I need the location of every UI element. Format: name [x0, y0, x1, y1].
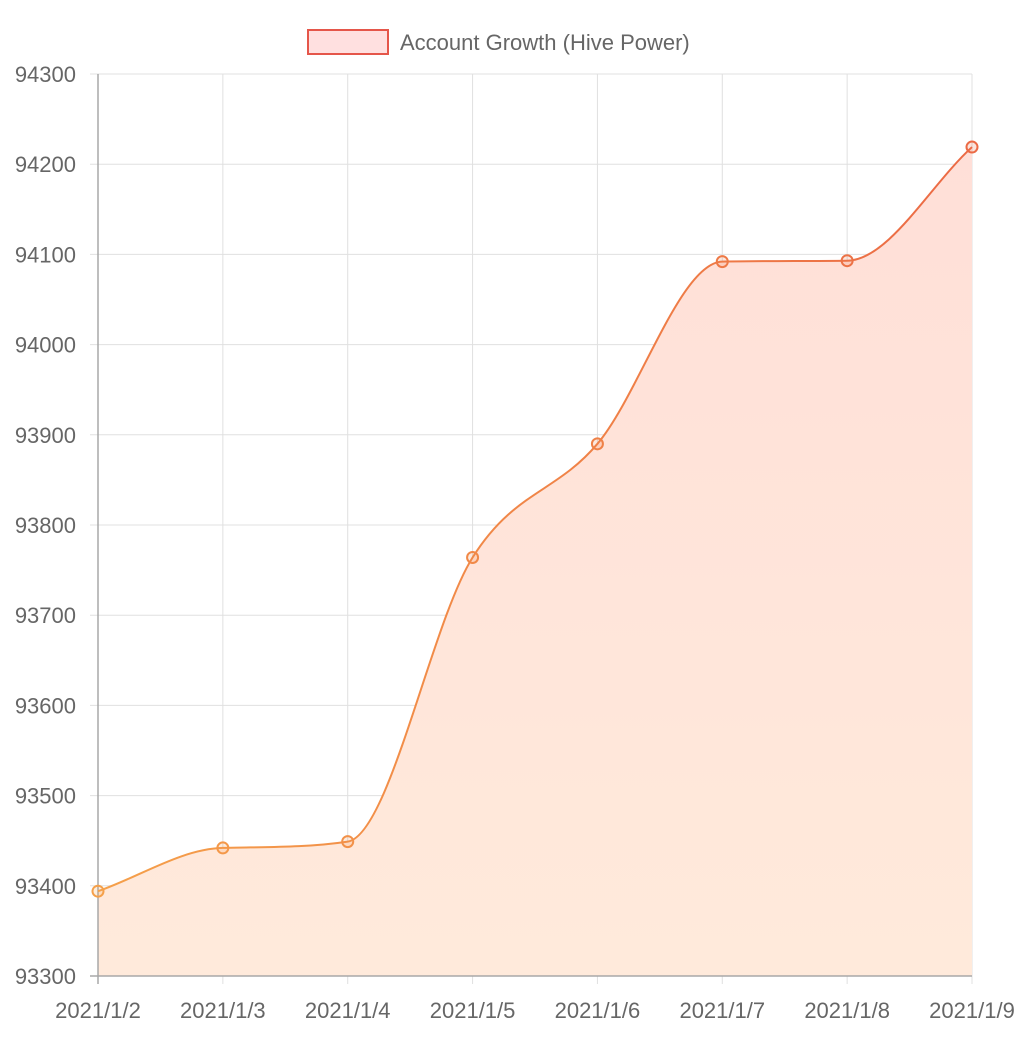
- legend[interactable]: Account Growth (Hive Power): [307, 29, 690, 55]
- data-point: [216, 841, 230, 855]
- data-point: [590, 437, 604, 451]
- data-point: [341, 835, 355, 849]
- y-tick-label: 93900: [15, 423, 76, 448]
- x-axis-ticks: 2021/1/2 2021/1/3 2021/1/4 2021/1/5 2021/1/6…: [55, 998, 1015, 1023]
- series-line-path: [97, 146, 973, 893]
- legend-swatch[interactable]: [307, 29, 389, 55]
- data-points: [91, 140, 979, 898]
- y-tick-label: 93400: [15, 874, 76, 899]
- y-tick-label: 94100: [15, 242, 76, 267]
- y-tick-label: 93600: [15, 693, 76, 718]
- y-tick-label: 93300: [15, 964, 76, 989]
- data-point: [715, 255, 729, 269]
- series-area: [98, 147, 972, 976]
- y-tick-label: 93500: [15, 784, 76, 809]
- x-tick-label: 2021/1/2: [55, 998, 141, 1023]
- legend-label[interactable]: Account Growth (Hive Power): [400, 30, 690, 55]
- area-fill: [98, 147, 972, 976]
- axes: [90, 74, 972, 984]
- x-tick-label: 2021/1/7: [679, 998, 765, 1023]
- x-tick-label: 2021/1/3: [180, 998, 266, 1023]
- y-tick-label: 94300: [15, 62, 76, 87]
- x-tick-label: 2021/1/4: [305, 998, 391, 1023]
- x-tick-label: 2021/1/6: [555, 998, 641, 1023]
- x-tick-label: 2021/1/9: [929, 998, 1015, 1023]
- y-tick-label: 93800: [15, 513, 76, 538]
- y-tick-label: 94000: [15, 333, 76, 358]
- y-axis-ticks: 94300 94200 94100 94000 93900 93800 93700 93600…: [15, 62, 76, 989]
- x-tick-label: 2021/1/8: [804, 998, 890, 1023]
- y-tick-label: 93700: [15, 603, 76, 628]
- data-point: [965, 140, 979, 154]
- x-tick-label: 2021/1/5: [430, 998, 516, 1023]
- data-point: [840, 254, 854, 268]
- y-tick-label: 94200: [15, 152, 76, 177]
- data-point: [466, 550, 480, 564]
- series-line: [97, 146, 973, 893]
- data-point: [91, 884, 105, 898]
